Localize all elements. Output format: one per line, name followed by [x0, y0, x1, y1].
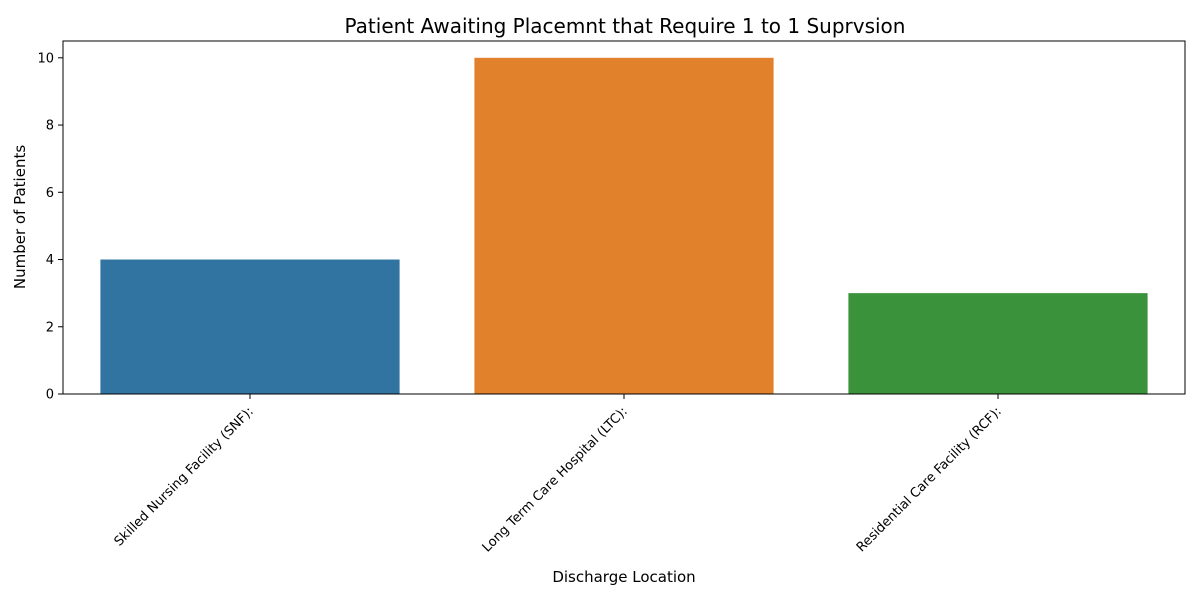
- y-tick-label: 10: [37, 51, 54, 66]
- x-tick-label: Skilled Nursing Facility (SNF):: [112, 404, 257, 549]
- bars-group: [100, 57, 1148, 395]
- y-tick-label: 0: [46, 388, 54, 403]
- y-tick-label: 2: [46, 320, 54, 335]
- y-axis: 0 2 4 6 8 10: [37, 51, 63, 403]
- x-axis-label: Discharge Location: [552, 568, 695, 586]
- bar-2: [474, 57, 774, 395]
- y-tick-label: 8: [46, 119, 54, 134]
- x-tick-label: Residential Care Facility (RCF):: [854, 404, 1005, 555]
- bar-1: [100, 259, 400, 394]
- y-tick-label: 6: [46, 186, 54, 201]
- bar-3: [848, 293, 1148, 394]
- x-axis: Skilled Nursing Facility (SNF): Long Term…: [112, 394, 1005, 555]
- y-tick-label: 4: [46, 253, 54, 268]
- x-tick-label: Long Term Care Hospital (LTC):: [480, 404, 631, 555]
- plot-frame: [62, 40, 1186, 395]
- chart-title: Patient Awaiting Placemnt that Require 1…: [345, 14, 906, 38]
- y-axis-label: Number of Patients: [11, 145, 29, 289]
